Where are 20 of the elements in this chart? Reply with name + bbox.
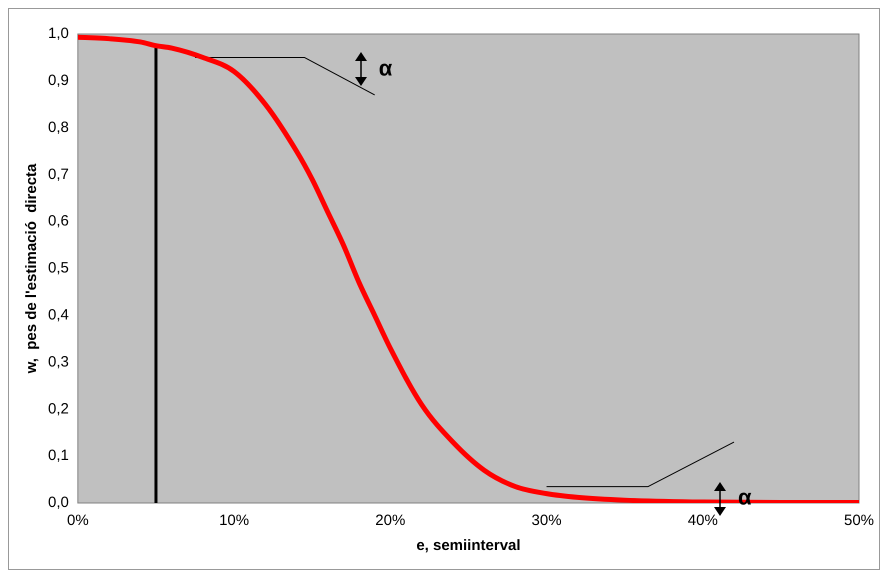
- y-tick-label: 0,8: [48, 118, 69, 136]
- y-tick-label: 0,3: [48, 353, 69, 370]
- y-tick-label: 0,2: [48, 400, 69, 418]
- x-tick-label: 30%: [532, 512, 562, 530]
- y-tick-label: 0,9: [48, 72, 69, 90]
- y-axis-title: w, pes de l'estimació directa: [23, 162, 40, 374]
- y-tick-label: 1,0: [48, 25, 69, 42]
- y-tick-label: 0,0: [48, 494, 69, 512]
- x-axis-title: e, semiinterval: [416, 537, 521, 554]
- y-tick-label: 0,7: [48, 166, 69, 183]
- x-tick-label: 40%: [688, 512, 718, 530]
- annotation: α: [378, 56, 393, 81]
- x-tick-label: 50%: [844, 512, 874, 530]
- x-tick-label: 20%: [375, 512, 406, 530]
- y-tick-label: 0,6: [48, 212, 69, 230]
- y-tick-label: 0,1: [48, 447, 69, 464]
- y-tick-label: 0,4: [48, 306, 69, 324]
- x-tick-label: 0%: [67, 512, 89, 530]
- y-tick-label: 0,5: [48, 260, 69, 277]
- x-tick-label: 10%: [219, 512, 250, 530]
